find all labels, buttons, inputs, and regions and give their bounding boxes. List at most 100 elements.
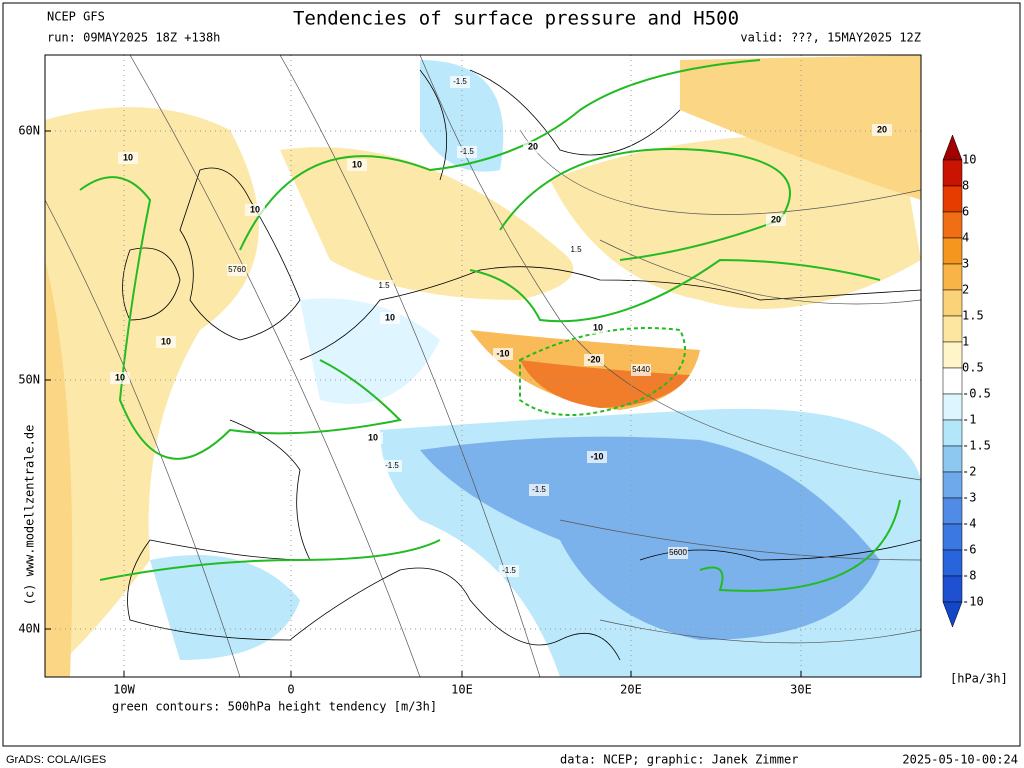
run: run: 09MAY2025 18Z +138h [47, 31, 220, 45]
lon-label: 0 [287, 683, 294, 697]
lon-label: 10E [451, 683, 473, 697]
contour-label-bg [156, 336, 176, 348]
colorbar-box [942, 237, 963, 265]
colorbar-box [942, 185, 963, 213]
footer-left: GrADS: COLA/IGES [6, 754, 106, 766]
colorbar-label: -6 [962, 543, 976, 557]
colorbar-box [942, 419, 963, 447]
colorbar-box [942, 393, 963, 421]
contour-label: -10 [496, 348, 509, 358]
contour-label-bg [872, 124, 892, 136]
contour-label: 10 [385, 312, 395, 322]
colorbar-label: 1 [962, 335, 969, 349]
contour-label: 10 [161, 336, 171, 346]
contour-label-bg [380, 312, 400, 324]
colorbar-box [942, 211, 963, 239]
colorbar-label: -1.5 [962, 439, 991, 453]
model: NCEP GFS [47, 10, 105, 24]
colorbar-box [942, 367, 963, 395]
colorbar-box [942, 159, 963, 187]
coastlines [122, 69, 921, 661]
lon-label: 30E [790, 683, 812, 697]
contour-label: 10 [115, 372, 125, 382]
contour-label: 1.5 [570, 245, 582, 254]
contour-label-bg [347, 159, 367, 171]
outer-frame [2, 2, 1021, 747]
contour-label: 5440 [632, 365, 650, 374]
contour-label-bg [584, 354, 604, 366]
colorbar-box [942, 445, 963, 473]
colorbar-arrow-top [942, 134, 963, 161]
contour-labels: 10 10 10 10 10 10 10 10 20 20 20 -10 -20 -10 5760 5440 5… [110, 76, 892, 577]
contour-label: 10 [593, 322, 603, 332]
colorbar-label: -3 [962, 491, 976, 505]
contour-label: 5600 [669, 548, 687, 557]
colorbar-label: 10 [962, 153, 976, 167]
contour-label: 10 [123, 152, 133, 162]
footnote: green contours: 500hPa height tendency [… [112, 700, 437, 714]
colorbar-box [942, 549, 963, 577]
contour-label-bg [529, 484, 549, 496]
contour-label: 20 [528, 141, 538, 151]
colorbar: [hPa/3h] 10 8 6 4 3 2 1.5 1 0.5 -0.5 -1 -1.5 -2 -3 -4 -… [942, 134, 1008, 686]
contour-label: 10 [368, 432, 378, 442]
map: 10 10 10 10 10 10 10 10 20 20 20 -10 -20 -10 5760 5440 5… [18, 54, 922, 714]
contour-label: 10 [352, 159, 362, 169]
colorbar-label: -2 [962, 465, 976, 479]
contour-label: 20 [877, 124, 887, 134]
contour-label-bg [118, 152, 138, 164]
colorbar-label: 3 [962, 257, 969, 271]
contour-label-bg [766, 214, 786, 226]
colorbar-box [942, 523, 963, 551]
contour-label-bg [245, 204, 265, 216]
contour-label-bg [493, 348, 513, 360]
copyright: (c) www.modellzentrale.de [23, 425, 37, 606]
map-frame [44, 54, 922, 678]
lon-label: 20E [620, 683, 642, 697]
lat-label: 50N [18, 373, 40, 387]
lon-label: 10W [113, 683, 135, 697]
contour-label-bg [668, 547, 688, 559]
contour-label-bg [110, 372, 130, 384]
colorbar-label: 4 [962, 231, 969, 245]
contour-label-bg [227, 264, 247, 276]
contour-label-bg [631, 364, 651, 376]
colorbar-box [942, 471, 963, 499]
contour-label-bg [457, 146, 477, 158]
colorbar-label: -8 [962, 569, 976, 583]
colorbar-label: 6 [962, 205, 969, 219]
contour-label: -1.5 [502, 566, 516, 575]
contour-label-bg [499, 565, 519, 577]
colorbar-label: -1 [962, 413, 976, 427]
colorbar-box [942, 575, 963, 603]
contour-label: 20 [771, 214, 781, 224]
colorbar-box [942, 315, 963, 343]
colorbar-label: 8 [962, 179, 969, 193]
contour-label-bg [382, 460, 402, 472]
lat-label: 60N [18, 124, 40, 138]
contour-label-bg [374, 280, 394, 292]
contour-label-bg [523, 141, 543, 153]
contour-label: -1.5 [453, 77, 467, 86]
colorbar-label: -10 [962, 595, 984, 609]
title: Tendencies of surface pressure and H500 [293, 8, 739, 30]
contour-label: 10 [250, 204, 260, 214]
contour-label: 5760 [228, 265, 246, 274]
colorbar-box [942, 341, 963, 369]
lat-label: 40N [18, 622, 40, 636]
contour-label-bg [363, 432, 383, 444]
h500-contours [45, 55, 921, 677]
contour-label: -10 [590, 451, 603, 461]
colorbar-box [942, 497, 963, 525]
height-tendency-contours [79, 59, 901, 592]
colorbar-label: 0.5 [962, 361, 984, 375]
contour-label: -20 [587, 354, 600, 364]
valid: valid: ???, 15MAY2025 12Z [740, 31, 921, 45]
contour-label: -1.5 [385, 461, 399, 470]
contour-label: -1.5 [532, 485, 546, 494]
colorbar-box [942, 263, 963, 291]
axes: 60N 50N 40N 10W 0 10E 20E 30E [18, 124, 812, 697]
colorbar-label: -4 [962, 517, 976, 531]
contour-label-bg [566, 244, 586, 256]
